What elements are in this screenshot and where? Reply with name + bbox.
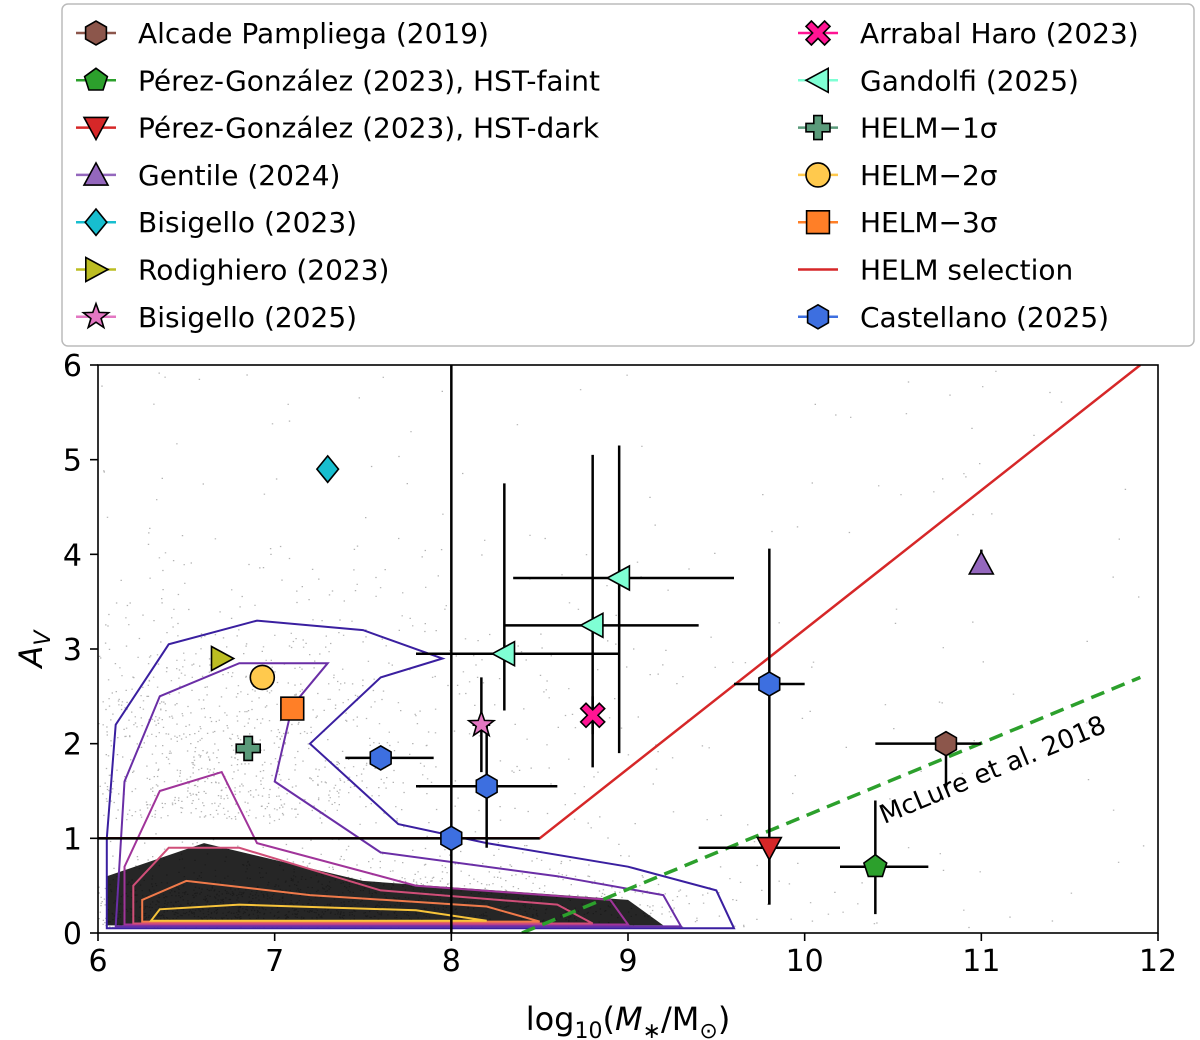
legend-marker-triangle-left bbox=[804, 66, 830, 94]
data-point-triangle-left bbox=[579, 611, 604, 639]
legend-marker-triangle-up bbox=[82, 161, 110, 186]
x-tick-label: 10 bbox=[786, 944, 824, 979]
legend-label: Pérez-González (2023), HST-dark bbox=[138, 112, 600, 145]
data-point-hexagon bbox=[758, 671, 781, 697]
legend-label: Gandolfi (2025) bbox=[860, 64, 1079, 97]
legend-marker-x-filled bbox=[804, 19, 832, 47]
legend-label: HELM−1σ bbox=[860, 112, 998, 145]
x-tick-label: 8 bbox=[442, 944, 461, 979]
legend-label: Bisigello (2025) bbox=[138, 301, 357, 334]
data-point-hexagon bbox=[369, 744, 392, 771]
x-tick-label: 6 bbox=[88, 944, 107, 979]
legend-label: Alcade Pampliega (2019) bbox=[138, 17, 489, 50]
plot-background bbox=[98, 365, 1158, 933]
y-tick-label: 6 bbox=[63, 349, 82, 384]
y-tick-label: 1 bbox=[63, 822, 82, 857]
legend-label: Arrabal Haro (2023) bbox=[860, 17, 1139, 50]
data-point-hexagon bbox=[934, 730, 958, 757]
data-point-triangle-down bbox=[755, 836, 783, 862]
density-contour-6 bbox=[148, 903, 487, 922]
legend-marker-square bbox=[805, 210, 831, 235]
legend-label: Pérez-González (2023), HST-faint bbox=[138, 64, 600, 97]
legend-marker-triangle-right bbox=[85, 256, 110, 283]
x-tick-label: 11 bbox=[962, 944, 1000, 979]
legend-marker-hexagon bbox=[806, 303, 830, 330]
data-point-triangle-up bbox=[967, 550, 995, 575]
y-tick-label: 2 bbox=[63, 728, 82, 763]
legend-label: Castellano (2025) bbox=[860, 301, 1109, 334]
density-contour-2 bbox=[114, 662, 683, 928]
data-point-hexagon bbox=[475, 773, 498, 800]
data-point-circle bbox=[249, 664, 276, 691]
legend-label: HELM selection bbox=[860, 254, 1073, 287]
x-tick-label: 9 bbox=[618, 944, 637, 979]
x-axis-title: log10(M∗/M⊙) bbox=[526, 1000, 731, 1040]
legend-marker-plus-filled bbox=[805, 114, 831, 141]
data-point-diamond bbox=[315, 454, 340, 484]
legend-marker-pentagon bbox=[83, 67, 109, 91]
data-point-triangle-right bbox=[210, 645, 236, 672]
data-markers bbox=[210, 454, 995, 878]
x-tick-label: 7 bbox=[265, 944, 284, 979]
data-point-square bbox=[280, 696, 305, 721]
legend-box bbox=[61, 3, 1195, 347]
legend-marker-circle bbox=[805, 162, 831, 188]
data-point-triangle-left bbox=[605, 564, 631, 592]
legend-marker-triangle-down bbox=[82, 116, 110, 142]
y-tick-label: 0 bbox=[63, 917, 82, 952]
legend-label: Bisigello (2023) bbox=[138, 206, 357, 239]
legend-label: HELM−3σ bbox=[860, 206, 998, 239]
mclure-2018-line bbox=[521, 675, 1142, 933]
legend-label: Gentile (2024) bbox=[138, 159, 340, 192]
y-tick-label: 4 bbox=[63, 538, 82, 573]
x-tick-label: 12 bbox=[1139, 944, 1177, 979]
data-point-pentagon bbox=[862, 853, 888, 878]
legend-marker-star bbox=[81, 301, 111, 330]
legend-label: HELM−2σ bbox=[860, 159, 998, 192]
legend: Alcade Pampliega (2019) Pérez-González (2… bbox=[61, 3, 1195, 347]
legend-marker-diamond bbox=[84, 207, 108, 237]
data-point-plus-filled bbox=[235, 735, 262, 762]
density-contours bbox=[105, 619, 736, 930]
density-contour-3 bbox=[123, 770, 630, 926]
data-point-triangle-left bbox=[490, 640, 516, 668]
y-tick-label: 3 bbox=[63, 633, 82, 668]
density-contour-5 bbox=[141, 879, 540, 923]
y-tick-label: 5 bbox=[63, 444, 82, 479]
plot-area: McLure et al. 2018 bbox=[97, 364, 1159, 934]
data-point-x-filled bbox=[579, 702, 606, 729]
legend-label: Rodighiero (2023) bbox=[138, 254, 389, 287]
legend-marker-hexagon bbox=[84, 20, 108, 46]
data-point-star bbox=[466, 709, 497, 738]
density-contour-1 bbox=[105, 619, 736, 930]
density-contour-4 bbox=[132, 846, 594, 925]
data-point-hexagon bbox=[440, 825, 463, 852]
y-axis-title: AV bbox=[12, 629, 56, 670]
